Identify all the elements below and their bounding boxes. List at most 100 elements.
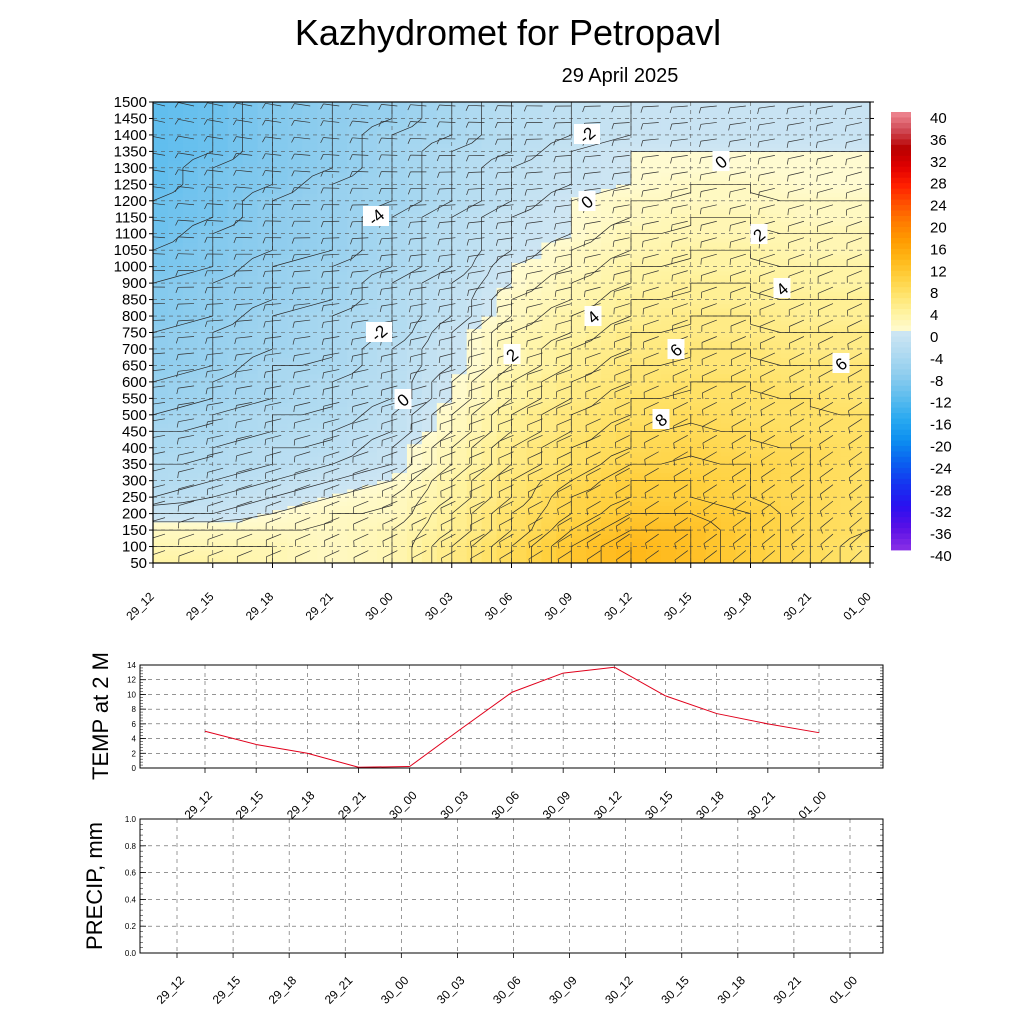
heat-cell xyxy=(705,476,722,482)
heat-cell xyxy=(272,241,289,247)
heat-cell xyxy=(675,316,692,321)
heat-cell xyxy=(421,414,438,420)
heat-cell xyxy=(481,332,498,338)
heat-cell xyxy=(466,472,483,478)
heat-cell xyxy=(227,163,244,169)
heat-cell xyxy=(167,130,184,136)
heat-cell xyxy=(541,410,557,416)
heat-cell xyxy=(392,180,408,185)
heat-cell xyxy=(257,394,274,399)
heat-cell xyxy=(377,316,393,321)
heat-cell xyxy=(466,468,483,474)
heat-cell xyxy=(436,348,453,354)
heat-cell xyxy=(377,307,393,313)
heat-cell xyxy=(616,439,632,445)
heat-cell xyxy=(601,534,617,539)
heat-cell xyxy=(496,316,513,321)
heat-cell xyxy=(377,159,393,165)
heat-cell xyxy=(332,427,348,432)
heat-cell xyxy=(182,542,199,548)
heat-cell xyxy=(466,517,483,523)
heat-cell xyxy=(421,435,438,441)
heat-cell xyxy=(302,126,318,132)
heat-cell xyxy=(421,163,438,169)
heat-cell xyxy=(780,493,796,498)
heat-cell xyxy=(660,534,677,539)
heat-cell xyxy=(317,163,333,169)
heat-cell xyxy=(317,488,333,494)
heat-cell xyxy=(750,497,767,502)
heat-cell xyxy=(765,377,781,383)
heat-cell xyxy=(227,476,244,482)
heat-cell xyxy=(227,213,244,218)
heat-cell xyxy=(616,525,632,531)
heat-cell xyxy=(571,418,587,424)
heat-cell xyxy=(362,262,378,268)
heat-cell xyxy=(690,534,707,539)
heat-cell xyxy=(272,320,289,325)
heat-cell xyxy=(631,410,647,416)
heat-cell xyxy=(347,530,363,535)
heat-cell xyxy=(451,143,468,148)
heat-cell xyxy=(212,365,229,371)
heat-cell xyxy=(182,303,199,309)
heat-cell xyxy=(362,402,378,408)
heat-cell xyxy=(406,106,423,111)
heat-cell xyxy=(571,398,587,404)
heat-cell xyxy=(735,493,752,498)
heat-cell xyxy=(645,517,662,523)
heat-cell xyxy=(705,443,722,449)
heat-cell xyxy=(377,418,393,424)
heat-cell xyxy=(765,381,781,387)
heat-cell xyxy=(377,102,393,107)
heat-cell xyxy=(720,217,737,222)
heat-cell xyxy=(526,303,542,309)
heat-cell xyxy=(466,221,483,227)
heat-cell xyxy=(481,171,498,177)
heat-cell xyxy=(392,332,408,338)
heat-cell xyxy=(227,464,244,469)
heat-cell xyxy=(795,246,811,251)
heat-cell xyxy=(750,204,767,210)
heat-cell xyxy=(466,505,483,511)
heat-cell xyxy=(720,530,737,535)
heat-cell xyxy=(541,287,557,292)
heat-cell xyxy=(242,106,259,111)
heat-cell xyxy=(526,139,542,144)
heat-cell xyxy=(675,311,692,317)
heat-cell xyxy=(197,464,214,469)
heat-cell xyxy=(272,443,289,449)
heat-cell xyxy=(392,209,408,214)
heat-cell xyxy=(302,497,318,502)
heat-cell xyxy=(302,480,318,486)
heat-cell xyxy=(197,447,214,453)
heat-cell xyxy=(616,303,632,309)
heat-cell xyxy=(272,283,289,288)
heat-cell xyxy=(496,270,513,276)
heat-cell xyxy=(616,163,632,169)
heat-cell xyxy=(182,390,199,395)
heat-cell xyxy=(541,299,557,305)
heat-cell xyxy=(212,435,229,441)
heat-cell xyxy=(287,311,303,317)
heat-cell xyxy=(541,427,557,432)
heat-cell xyxy=(586,546,602,552)
heat-cell xyxy=(257,418,274,424)
heat-cell xyxy=(197,394,214,399)
heat-cell xyxy=(362,542,378,548)
heat-cell xyxy=(556,418,572,424)
heat-cell xyxy=(257,427,274,432)
heat-cell xyxy=(660,398,677,404)
heat-cell xyxy=(392,480,408,486)
heat-cell xyxy=(571,414,587,420)
heat-cell xyxy=(392,246,408,251)
heat-cell xyxy=(227,377,244,383)
heat-cell xyxy=(571,159,587,165)
heat-cell xyxy=(421,291,438,297)
heat-cell xyxy=(586,427,602,432)
heat-cell xyxy=(795,447,811,453)
heat-cell xyxy=(392,464,408,469)
heat-cell xyxy=(421,143,438,148)
heat-cell xyxy=(795,464,811,469)
heat-cell xyxy=(392,320,408,325)
